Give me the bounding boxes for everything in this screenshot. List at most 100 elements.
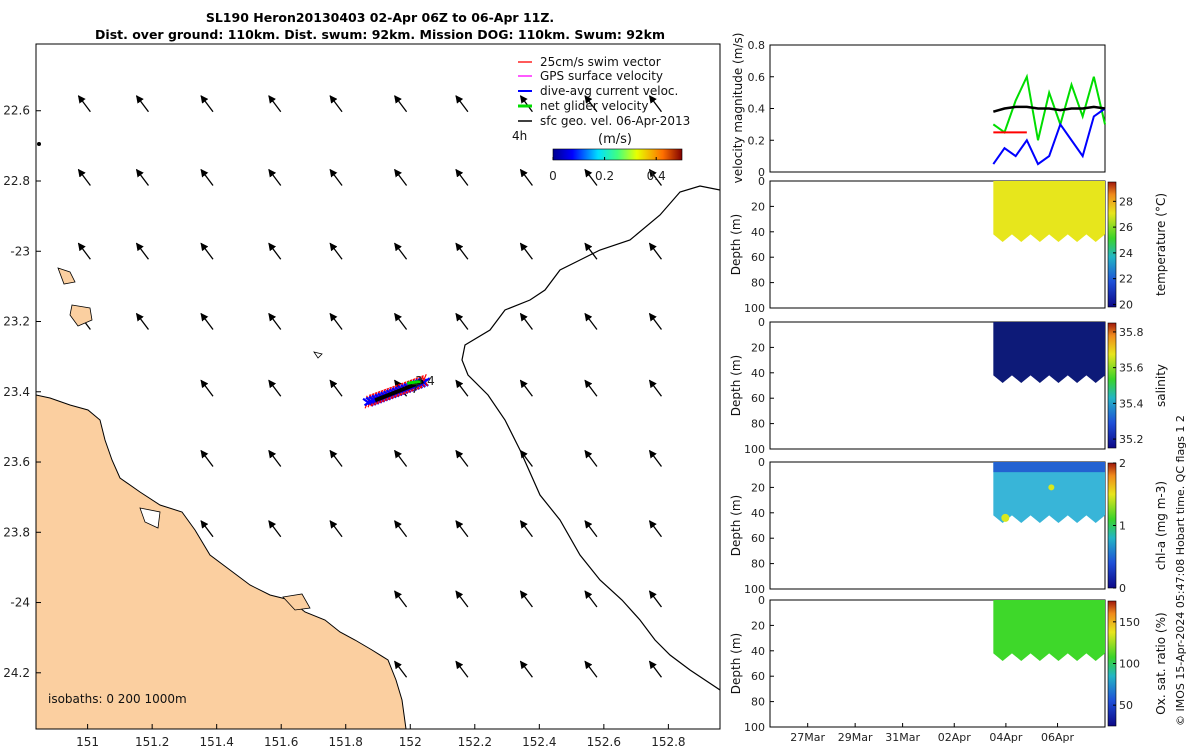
figure-title-line1: SL190 Heron20130403 02-Apr 06Z to 06-Apr…	[205, 10, 555, 25]
geo-velocity-arrow	[519, 660, 533, 678]
velocity-series-line	[992, 107, 1106, 166]
map-y-ticks: 22.6 22.8 -23 23.2 23.4 23.6 23.8 -24 24.2	[3, 104, 41, 680]
velocity-series	[992, 73, 1106, 166]
islands	[37, 142, 323, 611]
depth-tick-label: 0	[758, 175, 765, 188]
geo-velocity-arrow	[268, 520, 282, 538]
depth-tick-label: 80	[751, 277, 765, 290]
geo-velocity-arrow	[77, 168, 91, 186]
net-velocity-mark	[406, 379, 422, 385]
depth-tick-label: 100	[744, 302, 765, 315]
depth-axis-label: Depth (m)	[729, 495, 743, 556]
depth-tick-label: 80	[751, 418, 765, 431]
geo-velocity-arrow	[77, 242, 91, 260]
velocity-panel: 0 0.2 0.4 0.6 0.8 velocity magnitude (m/s)	[731, 33, 1106, 183]
geo-velocity-arrow	[329, 449, 343, 467]
velocity-y-tick-label: 0.2	[748, 134, 766, 147]
colorbar-label: temperature (°C)	[1154, 193, 1168, 296]
chl-hotspot	[1001, 513, 1010, 522]
geo-velocity-arrow	[394, 520, 408, 538]
geo-velocity-arrow	[200, 168, 214, 186]
velocity-series-line	[992, 105, 1106, 113]
geo-velocity-arrow	[200, 520, 214, 538]
geo-velocity-arrow	[455, 168, 469, 186]
geo-velocity-arrow	[329, 95, 343, 113]
map-colorbar-tick-label: 0	[549, 169, 557, 183]
geo-velocity-arrow	[519, 168, 533, 186]
geo-velocity-arrow	[584, 312, 598, 330]
map-x-tick-label: 152.4	[522, 735, 556, 749]
depth-axis-label: Depth (m)	[729, 633, 743, 694]
glider-track: 3 47	[362, 374, 435, 409]
depth-tick-label: 100	[744, 721, 765, 734]
section-data-fill	[993, 462, 1105, 523]
map-colorbar-label: (m/s)	[598, 132, 632, 147]
colorbar-tick-label: 0	[1119, 582, 1126, 595]
map-y-tick-label: 22.6	[3, 104, 30, 118]
section-data-fill	[993, 600, 1105, 661]
chl-hotspot	[1048, 484, 1055, 491]
geo-velocity-arrow	[455, 520, 469, 538]
time-tick-label: 31Mar	[885, 731, 920, 744]
geo-velocity-arrow	[584, 168, 598, 186]
track-core	[374, 379, 424, 403]
geo-velocity-arrow	[519, 312, 533, 330]
map-x-tick-label: 152.8	[651, 735, 685, 749]
depth-tick-label: 20	[751, 481, 765, 494]
map-x-tick-label: 152.6	[587, 735, 621, 749]
geo-velocity-arrow	[200, 379, 214, 397]
map-y-tick-label: -24	[10, 596, 30, 610]
map-x-tick-label: 151	[76, 735, 99, 749]
geo-velocity-arrow	[648, 590, 662, 608]
geo-velocity-arrow	[394, 312, 408, 330]
colorbar-tick-label: 24	[1119, 247, 1133, 260]
time-tick-label: 27Mar	[790, 731, 825, 744]
figure-title-line2: Dist. over ground: 110km. Dist. swum: 92…	[95, 27, 665, 42]
dive-avg-mark	[419, 377, 431, 387]
geo-velocity-arrow	[584, 379, 598, 397]
geo-velocity-arrow	[200, 312, 214, 330]
colorbar-tick-label: 2	[1119, 457, 1126, 470]
colorbar-tick-label: 28	[1119, 195, 1133, 208]
geo-velocity-arrow	[584, 449, 598, 467]
legend-gps-velocity: GPS surface velocity	[540, 69, 663, 83]
time-x-ticks: 27Mar 29Mar 31Mar 02Apr 04Apr 06Apr	[790, 723, 1075, 744]
time-tick-label: 04Apr	[989, 731, 1023, 744]
geo-velocity-arrow	[519, 242, 533, 260]
section-colorbar	[1107, 181, 1117, 308]
geo-velocity-field	[77, 95, 662, 678]
colorbar-tick-label: 22	[1119, 273, 1133, 286]
geo-velocity-arrow	[648, 95, 662, 113]
geo-velocity-arrow	[648, 520, 662, 538]
velocity-y-ticks: 0 0.2 0.4 0.6 0.8	[748, 39, 774, 179]
geo-velocity-arrow	[455, 312, 469, 330]
depth-axis-label: Depth (m)	[729, 355, 743, 416]
depth-tick-label: 60	[751, 251, 765, 264]
geo-velocity-arrow	[329, 379, 343, 397]
depth-tick-label: 20	[751, 200, 765, 213]
geo-velocity-arrow	[135, 168, 149, 186]
geo-velocity-arrow	[268, 168, 282, 186]
legend-time-label: 4h	[512, 129, 527, 143]
geo-velocity-arrow	[329, 242, 343, 260]
isobath-label: isobaths: 0 200 1000m	[48, 692, 187, 706]
depth-tick-label: 0	[758, 594, 765, 607]
velocity-y-tick-label: 0	[758, 166, 765, 179]
geo-velocity-arrow	[135, 95, 149, 113]
map-colorbar-tick-label: 0.4	[647, 169, 666, 183]
geo-velocity-arrow	[268, 242, 282, 260]
geo-velocity-arrow	[519, 520, 533, 538]
geo-velocity-arrow	[455, 449, 469, 467]
depth-tick-label: 60	[751, 532, 765, 545]
map-x-tick-label: 152.2	[458, 735, 492, 749]
geo-velocity-arrow	[135, 242, 149, 260]
chlorophyll-section: 0 20 40 60 80 100 Depth (m) 0 1 2 chl-a (mg m-3)	[729, 456, 1168, 596]
colorbar-tick-label: 35.2	[1119, 433, 1144, 446]
geo-velocity-arrow	[394, 590, 408, 608]
geo-velocity-arrow	[200, 242, 214, 260]
geo-velocity-arrow	[268, 312, 282, 330]
time-tick-label: 06Apr	[1041, 731, 1075, 744]
depth-tick-label: 80	[751, 696, 765, 709]
oxygen-section: 0 20 40 60 80 100 Depth (m) 50 100 150 Ox. sat. ra…	[729, 594, 1168, 734]
